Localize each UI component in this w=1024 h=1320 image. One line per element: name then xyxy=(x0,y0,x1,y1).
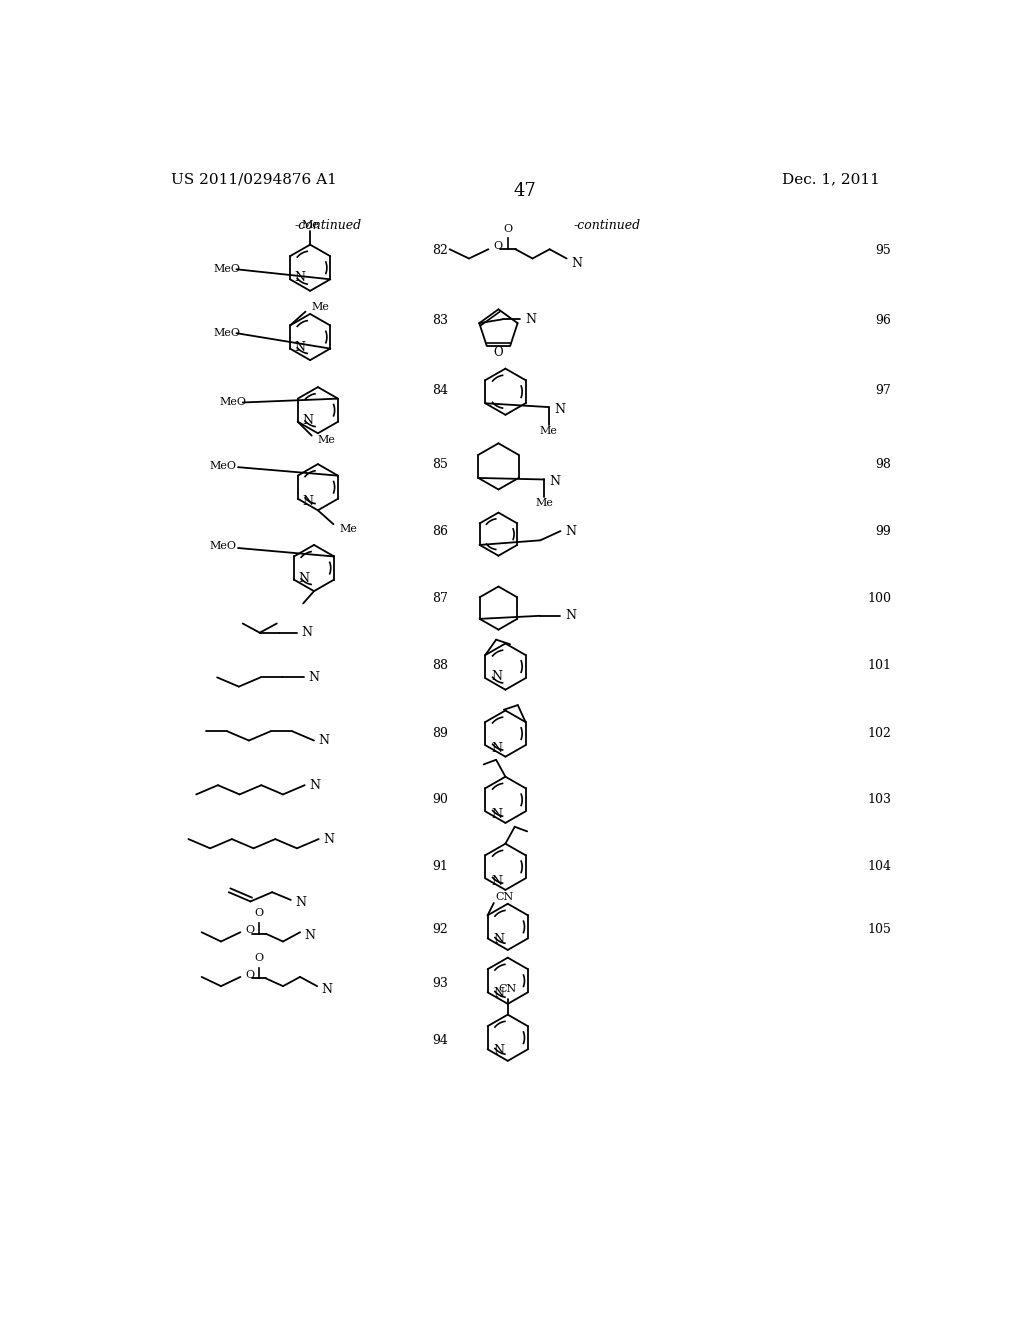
Text: 85: 85 xyxy=(432,458,447,471)
Text: N: N xyxy=(324,833,334,846)
Text: MeO: MeO xyxy=(213,329,241,338)
Text: 97: 97 xyxy=(876,384,891,397)
Text: 101: 101 xyxy=(867,659,891,672)
Text: N: N xyxy=(302,413,313,426)
Text: 86: 86 xyxy=(432,525,447,539)
Text: N: N xyxy=(565,524,577,537)
Text: N: N xyxy=(308,671,319,684)
Text: 96: 96 xyxy=(876,314,891,326)
Text: 95: 95 xyxy=(876,244,891,257)
Text: N: N xyxy=(554,403,565,416)
Text: Me: Me xyxy=(301,219,319,230)
Text: O: O xyxy=(254,953,263,964)
Text: N: N xyxy=(492,808,503,821)
Text: N: N xyxy=(318,734,330,747)
Text: 88: 88 xyxy=(432,659,447,672)
Text: N: N xyxy=(295,271,305,284)
Text: N: N xyxy=(295,896,306,909)
Text: Me: Me xyxy=(540,426,558,436)
Text: Me: Me xyxy=(536,499,553,508)
Text: 105: 105 xyxy=(867,924,891,936)
Text: 94: 94 xyxy=(432,1034,447,1047)
Text: N: N xyxy=(322,982,333,995)
Text: N: N xyxy=(550,475,560,488)
Text: 92: 92 xyxy=(432,924,447,936)
Text: Dec. 1, 2011: Dec. 1, 2011 xyxy=(782,172,880,186)
Text: N: N xyxy=(295,341,305,354)
Text: CN: CN xyxy=(499,983,517,994)
Text: N: N xyxy=(299,572,309,585)
Text: O: O xyxy=(494,346,503,359)
Text: N: N xyxy=(492,671,503,684)
Text: N: N xyxy=(309,779,321,792)
Text: US 2011/0294876 A1: US 2011/0294876 A1 xyxy=(171,172,337,186)
Text: N: N xyxy=(494,933,505,946)
Text: 99: 99 xyxy=(876,525,891,539)
Text: N: N xyxy=(565,610,577,622)
Text: Me: Me xyxy=(340,524,357,533)
Text: 47: 47 xyxy=(513,182,537,199)
Text: MeO: MeO xyxy=(219,397,247,408)
Text: O: O xyxy=(246,925,255,935)
Text: 84: 84 xyxy=(432,384,447,397)
Text: CN: CN xyxy=(496,892,514,902)
Text: 100: 100 xyxy=(867,593,891,606)
Text: 91: 91 xyxy=(432,861,447,874)
Text: N: N xyxy=(571,256,583,269)
Text: O: O xyxy=(503,224,512,234)
Text: 89: 89 xyxy=(432,727,447,741)
Text: O: O xyxy=(494,242,503,251)
Text: N: N xyxy=(525,313,537,326)
Text: O: O xyxy=(254,908,263,919)
Text: 83: 83 xyxy=(432,314,447,326)
Text: 103: 103 xyxy=(867,793,891,807)
Text: Me: Me xyxy=(311,302,330,312)
Text: -continued: -continued xyxy=(573,219,641,232)
Text: N: N xyxy=(302,626,312,639)
Text: O: O xyxy=(246,970,255,979)
Text: 104: 104 xyxy=(867,861,891,874)
Text: 82: 82 xyxy=(432,244,447,257)
Text: Me: Me xyxy=(317,436,336,445)
Text: N: N xyxy=(492,875,503,888)
Text: N: N xyxy=(305,929,315,942)
Text: 90: 90 xyxy=(432,793,447,807)
Text: N: N xyxy=(494,1044,505,1057)
Text: MeO: MeO xyxy=(210,461,237,471)
Text: MeO: MeO xyxy=(210,541,237,552)
Text: 93: 93 xyxy=(432,977,447,990)
Text: N: N xyxy=(494,987,505,1001)
Text: N: N xyxy=(302,495,313,508)
Text: 102: 102 xyxy=(867,727,891,741)
Text: N: N xyxy=(492,742,503,755)
Text: -continued: -continued xyxy=(294,219,361,232)
Text: MeO: MeO xyxy=(213,264,241,275)
Text: 98: 98 xyxy=(876,458,891,471)
Text: 87: 87 xyxy=(432,593,447,606)
